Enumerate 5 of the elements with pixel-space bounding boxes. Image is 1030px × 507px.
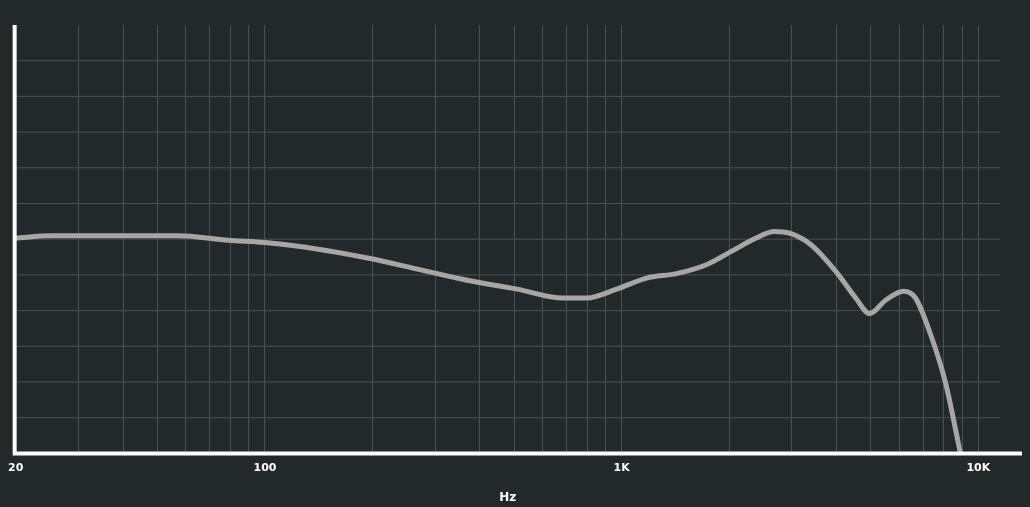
x-tick-label: 1K bbox=[613, 460, 631, 474]
x-tick-label: 10K bbox=[966, 460, 991, 474]
x-axis-title: Hz bbox=[499, 489, 517, 504]
x-tick-label: 20 bbox=[8, 460, 24, 474]
x-tick-label: 100 bbox=[253, 460, 277, 474]
